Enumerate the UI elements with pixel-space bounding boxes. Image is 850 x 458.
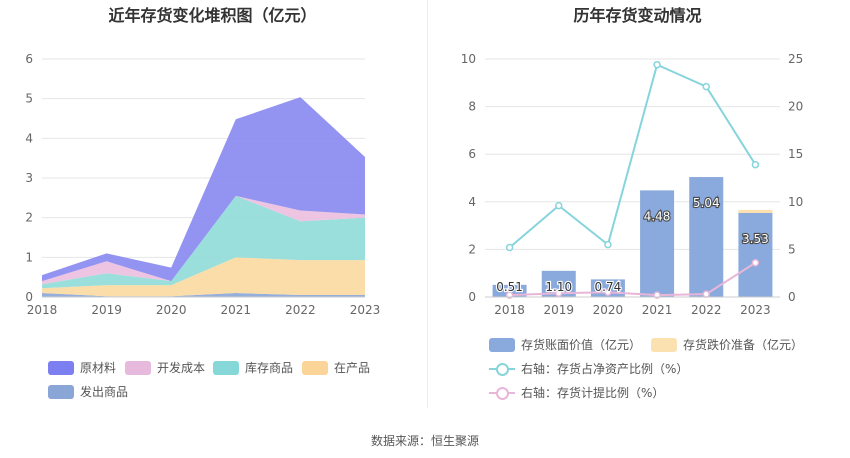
legend-item-book-value[interactable]: 存货账面价值（亿元） (489, 336, 641, 353)
bar-data-label: 1.10 (545, 280, 572, 294)
legend-label: 库存商品 (245, 361, 294, 375)
right-y-tick-label: 25 (788, 52, 803, 66)
legend-label: 发出商品 (80, 385, 129, 399)
legend-line-swatch (489, 362, 515, 376)
x-tick-label: 2020 (593, 303, 624, 317)
provision-bar (738, 209, 773, 213)
left-y-tick-label: 4 (468, 195, 476, 209)
line-point (751, 160, 760, 169)
bar-data-label: 5.04 (693, 196, 720, 210)
left-y-tick-label: 0 (468, 290, 476, 304)
chart-divider (427, 0, 428, 408)
left-y-tick-label: 2 (468, 242, 476, 256)
legend-label: 存货跌价准备（亿元） (683, 338, 804, 352)
right-chart-title: 历年存货变动情况 (573, 6, 702, 25)
bar (640, 190, 675, 297)
line-series (509, 261, 756, 297)
legend-item-shipped-goods[interactable]: 发出商品 (48, 383, 128, 400)
line-point (505, 243, 514, 252)
x-tick-label: 2021 (221, 303, 252, 317)
area-series (42, 293, 365, 297)
bar (738, 212, 773, 297)
x-tick-label: 2018 (494, 303, 525, 317)
bar-data-label: 0.51 (496, 280, 523, 294)
data-source: 数据来源：恒生聚源 (370, 434, 479, 448)
legend-item-impairment[interactable]: 存货跌价准备（亿元） (651, 336, 803, 353)
line-point (555, 289, 563, 297)
line-point (604, 240, 612, 249)
y-tick-label: 1 (25, 250, 33, 264)
right-y-tick-label: 5 (788, 242, 796, 256)
x-tick-label: 2018 (27, 303, 58, 317)
left-stacked-area-chart: 0 1 2 3 4 5 6 2018 2019 2020 2021 2022 2023 (25, 52, 380, 317)
right-y-tick-label: 20 (788, 100, 803, 114)
bar-data-label: 0.74 (595, 280, 622, 294)
legend-label: 右轴：存货计提比例（%） (521, 386, 665, 400)
y-tick-label: 3 (25, 171, 33, 185)
left-y-tick-label: 6 (468, 147, 476, 161)
line-series (508, 63, 757, 249)
line-point (702, 82, 710, 91)
area-series (42, 257, 365, 297)
x-tick-label: 2019 (91, 303, 122, 317)
legend-item-dev-cost[interactable]: 开发成本 (125, 359, 205, 376)
area-series (42, 195, 365, 289)
legend-item-net-asset-ratio[interactable]: 右轴：存货占净资产比例（%） (489, 360, 688, 377)
legend-label: 原材料 (80, 361, 117, 375)
legend-item-wip[interactable]: 在产品 (302, 359, 370, 376)
x-tick-label: 2021 (642, 303, 673, 317)
x-tick-label: 2022 (285, 303, 316, 317)
right-y-tick-label: 15 (788, 147, 803, 161)
area-series (42, 97, 365, 282)
legend-item-inventory-goods[interactable]: 库存商品 (213, 359, 293, 376)
legend-label: 在产品 (334, 361, 371, 375)
y-tick-label: 4 (25, 131, 33, 145)
x-tick-label: 2023 (740, 303, 771, 317)
x-tick-label: 2020 (156, 303, 187, 317)
x-tick-label: 2023 (350, 303, 381, 317)
right-y-tick-label: 10 (788, 195, 803, 209)
legend-item-provision-ratio[interactable]: 右轴：存货计提比例（%） (489, 384, 664, 401)
legend-label: 存货账面价值（亿元） (521, 338, 642, 352)
legend-swatch (48, 360, 74, 375)
x-tick-label: 2022 (691, 303, 722, 317)
legend-swatch (302, 360, 328, 375)
legend-label: 开发成本 (157, 361, 206, 375)
left-y-tick-label: 10 (461, 52, 476, 66)
right-combo-chart: 0 2 4 6 8 10 0 5 10 15 20 25 2018 2019 2020 2021 2022 202… (461, 52, 804, 317)
line-point (702, 290, 710, 298)
legend-swatch (125, 360, 151, 375)
legend-line-swatch (489, 386, 515, 400)
legend-swatch (489, 337, 515, 352)
bar-data-label: 3.53 (742, 232, 769, 246)
area-series (42, 195, 365, 285)
x-tick-label: 2019 (543, 303, 574, 317)
y-tick-label: 2 (25, 211, 33, 225)
legend-swatch (651, 337, 677, 352)
left-y-tick-label: 8 (468, 100, 476, 114)
y-tick-label: 5 (25, 92, 33, 106)
right-y-tick-label: 0 (788, 290, 796, 304)
line-point (555, 201, 563, 210)
line-point (653, 60, 661, 69)
legend-label: 右轴：存货占净资产比例（%） (521, 362, 689, 376)
left-chart-title: 近年存货变化堆积图（亿元） (108, 6, 317, 25)
y-tick-label: 6 (25, 52, 33, 66)
legend-swatch (48, 384, 74, 399)
legend-item-raw-material[interactable]: 原材料 (48, 359, 116, 376)
bar (689, 177, 724, 297)
bar-data-label: 4.48 (644, 209, 671, 223)
line-point (751, 258, 760, 267)
legend-swatch (213, 360, 239, 375)
line-point (604, 288, 612, 296)
y-tick-label: 0 (25, 290, 33, 304)
